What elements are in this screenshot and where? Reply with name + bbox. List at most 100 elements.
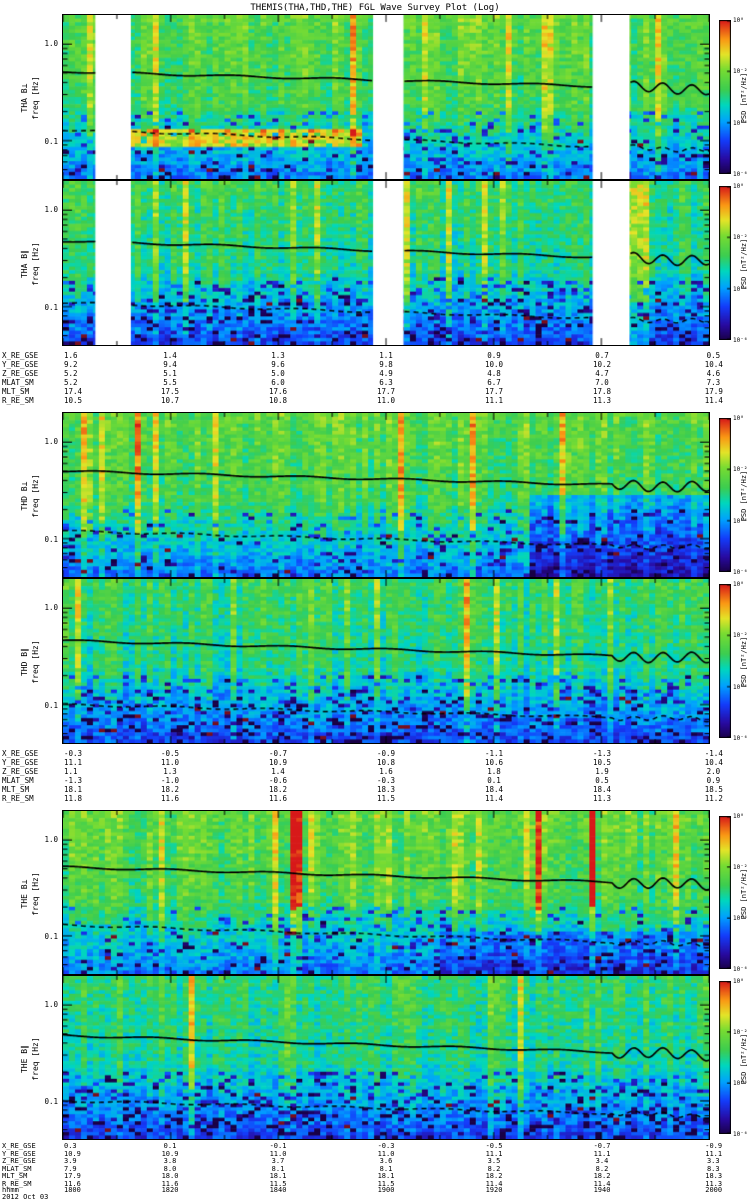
ephemeris-value: 8.1 xyxy=(271,1164,285,1173)
ephemeris-value: 18.0 xyxy=(161,1172,179,1180)
ephemeris-row-label: MLT_SM xyxy=(2,387,30,396)
colorbar-tick-label: 10⁰ xyxy=(733,17,744,24)
ephemeris-value: 10.2 xyxy=(592,360,612,369)
ephemeris-value: 10.5 xyxy=(64,396,83,405)
ephemeris-value: -0.9 xyxy=(376,749,396,758)
ephemeris-row: MLAT_SM -1.3 -1.0 -0.6 -0.3 0.1 0.5 0.9 xyxy=(0,776,750,785)
ephemeris-value: 17.6 xyxy=(268,387,288,396)
ephemeris-value: 18.3 xyxy=(705,1172,723,1180)
ephemeris-row-label: MLAT_SM xyxy=(2,776,34,785)
colorbar-label: PSD [nT²/Hz] xyxy=(740,238,748,290)
ephemeris-value: 0.7 xyxy=(595,351,609,360)
colorbar-tick-label: 10⁻⁴ xyxy=(733,119,748,127)
ephemeris-value: 18.4 xyxy=(484,785,504,794)
ephemeris-value: 10.9 xyxy=(268,758,288,767)
colorbar xyxy=(719,418,731,572)
colorbar-tick-label: 10⁰ xyxy=(733,581,744,588)
colorbar xyxy=(719,981,731,1134)
ephemeris-value: 10.4 xyxy=(704,360,723,369)
ephemeris-row: R_RE_SM 11.8 11.6 11.6 11.5 11.4 11.3 11.2 xyxy=(0,794,750,803)
colorbar-tick-label: 10⁻⁶ xyxy=(733,1131,748,1138)
y-axis-label-line1: THE B∥ xyxy=(20,1044,29,1074)
y-axis-tick-label: 0.1 xyxy=(44,1097,58,1107)
ephemeris-value: -1.4 xyxy=(704,749,723,758)
ephemeris-value: 17.7 xyxy=(376,387,396,396)
ephemeris-value: 11.1 xyxy=(485,1149,503,1158)
ephemeris-value: 18.2 xyxy=(485,1172,503,1180)
ephemeris-value: 10.9 xyxy=(161,1149,179,1158)
ephemeris-value: 17.9 xyxy=(704,387,723,396)
ephemeris-row: Y_RE_GSE 9.2 9.4 9.6 9.8 10.0 10.2 10.4 xyxy=(0,360,750,369)
spectrogram-panel-the-bpar: PSD [nT²/Hz] THE B∥ freq [Hz] 10⁰ 10⁻² 10⁻… xyxy=(20,975,748,1140)
spectrogram-panel-tha-bpar: PSD [nT²/Hz] THA B∥ freq [Hz] 10⁰ 10⁻² 10⁻… xyxy=(20,180,748,346)
y-axis-tick-label: 1.0 xyxy=(44,39,58,49)
ephemeris-value: 11.0 xyxy=(376,396,396,405)
spectrogram-canvas xyxy=(63,15,709,179)
ephemeris-value: -0.7 xyxy=(593,1142,611,1150)
ephemeris-value: -0.6 xyxy=(268,776,288,785)
date-label: 2012 Oct 03 xyxy=(2,1193,49,1200)
spectrogram-canvas xyxy=(63,413,709,577)
ephemeris-value: 10.9 xyxy=(64,1149,81,1158)
ephemeris-value: 10.4 xyxy=(704,758,723,767)
ephemeris-table-thd: X_RE_GSE -0.3 -0.5 -0.7 -0.9 -1.1 -1.3 -1.4 Y_RE… xyxy=(0,749,750,803)
ephemeris-value: 6.3 xyxy=(379,378,393,387)
ephemeris-value: 0.5 xyxy=(595,776,609,785)
colorbar-tick-label: 10⁻⁴ xyxy=(733,915,748,922)
ephemeris-value: 6.0 xyxy=(271,378,285,387)
ephemeris-value: 0.9 xyxy=(706,776,721,785)
ephemeris-row: MLAT_SM 5.2 5.5 6.0 6.3 6.7 7.0 7.3 xyxy=(0,378,750,387)
ephemeris-row: X_RE_GSE 0.3 0.1 -0.1 -0.3 -0.5 -0.7 -0.9 xyxy=(0,1142,750,1150)
colorbar-tick-label: 10⁻² xyxy=(733,68,748,76)
spectrogram-canvas xyxy=(63,579,709,743)
ephemeris-value: 0.1 xyxy=(487,776,501,785)
colorbar-tick-label: 10⁰ xyxy=(733,978,744,985)
ephemeris-value: 7.3 xyxy=(706,378,721,387)
ephemeris-row-label: Y_RE_GSE xyxy=(2,758,39,767)
ephemeris-value: 18.1 xyxy=(64,785,83,794)
ephemeris-value: 8.2 xyxy=(487,1164,501,1173)
colorbar xyxy=(719,20,731,174)
ephemeris-value: 11.4 xyxy=(704,396,723,405)
time-axis-label: hhmm xyxy=(2,1186,19,1194)
ephemeris-value: 11.4 xyxy=(593,1179,611,1188)
ephemeris-value: 10.8 xyxy=(376,758,396,767)
ephemeris-value: -0.5 xyxy=(160,749,180,758)
ephemeris-row-label: R_RE_SM xyxy=(2,794,34,803)
y-axis-tick-label: 1.0 xyxy=(44,437,58,447)
ephemeris-row: MLT_SM 18.1 18.2 18.2 18.3 18.4 18.4 18.5 xyxy=(0,785,750,794)
ephemeris-value: 17.5 xyxy=(160,387,180,396)
ephemeris-value: 11.5 xyxy=(269,1179,287,1188)
ephemeris-value: 8.3 xyxy=(706,1164,720,1173)
ephemeris-value: 1.4 xyxy=(271,767,285,776)
ephemeris-value: 11.6 xyxy=(64,1179,81,1188)
ephemeris-value: 5.5 xyxy=(163,378,177,387)
ephemeris-row: Z_RE_GSE 5.2 5.1 5.0 4.9 4.8 4.7 4.6 xyxy=(0,369,750,378)
colorbar-tick-label: 10⁻² xyxy=(733,632,748,640)
y-axis-tick-label: 1.0 xyxy=(44,1000,58,1010)
y-axis-tick-label: 1.0 xyxy=(44,603,58,613)
ephemeris-row-label: MLAT_SM xyxy=(2,1164,32,1173)
ephemeris-value: 5.1 xyxy=(163,369,177,378)
ephemeris-value: 11.0 xyxy=(160,758,180,767)
ephemeris-value: 10.8 xyxy=(268,396,288,405)
colorbar-tick-label: 10⁻² xyxy=(733,864,748,871)
ephemeris-value: 0.9 xyxy=(487,351,501,360)
ephemeris-row-label: Y_RE_GSE xyxy=(2,1149,36,1158)
ephemeris-value: 1.3 xyxy=(271,351,285,360)
ephemeris-value: 1.3 xyxy=(163,767,177,776)
ephemeris-value: 17.4 xyxy=(64,387,83,396)
ephemeris-row: Z_RE_GSE 3.9 3.8 3.7 3.6 3.5 3.4 3.3 xyxy=(0,1157,750,1165)
ephemeris-table-tha: X_RE_GSE 1.6 1.4 1.3 1.1 0.9 0.7 0.5 Y_RE_GSE 9.2… xyxy=(0,351,750,405)
colorbar-tick-label: 10⁰ xyxy=(733,183,744,190)
ephemeris-row: Z_RE_GSE 1.1 1.3 1.4 1.6 1.8 1.9 2.0 xyxy=(0,767,750,776)
ephemeris-row: MLT_SM 17.4 17.5 17.6 17.7 17.7 17.8 17.9 xyxy=(0,387,750,396)
ephemeris-row: Y_RE_GSE 10.9 10.9 11.0 11.0 11.1 11.1 11.1 xyxy=(0,1150,750,1158)
colorbar-tick-label: 10⁻⁴ xyxy=(733,1080,748,1087)
ephemeris-value: -1.1 xyxy=(484,749,504,758)
ephemeris-value: 1.6 xyxy=(379,767,393,776)
ephemeris-value: 18.4 xyxy=(592,785,612,794)
ephemeris-value: 5.2 xyxy=(64,369,78,378)
ephemeris-table-the: X_RE_GSE 0.3 0.1 -0.1 -0.3 -0.5 -0.7 -0.9 Y_RE_G… xyxy=(0,1142,750,1188)
colorbar-tick-label: 10⁻⁶ xyxy=(733,966,748,973)
